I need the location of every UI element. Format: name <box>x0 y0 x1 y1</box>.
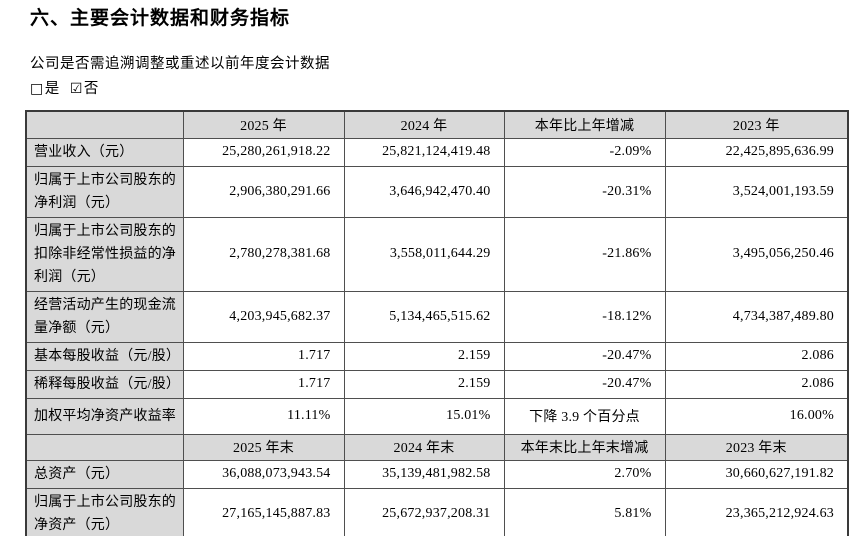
row-label: 归属于上市公司股东的净利润（元） <box>25 165 184 218</box>
value-cell: 2.159 <box>343 369 505 399</box>
value-cell: 1.717 <box>182 341 345 371</box>
table-header-row: 2025 年末 2024 年末 本年末比上年末增减 2023 年末 <box>25 433 849 461</box>
corner-cell <box>25 110 184 139</box>
table-row: 归属于上市公司股东的扣除非经常性损益的净利润（元） 2,780,278,381.6… <box>25 216 849 292</box>
value-cell: 2.159 <box>343 341 505 371</box>
checkbox-option-yes: □是 <box>30 81 60 97</box>
column-header: 本年比上年增减 <box>503 110 666 139</box>
value-cell: 3,558,011,644.29 <box>343 216 505 292</box>
value-cell: 30,660,627,191.82 <box>664 459 849 489</box>
column-header: 2025 年 <box>182 110 345 139</box>
value-cell: 15.01% <box>343 397 505 435</box>
value-cell: 3,524,001,193.59 <box>664 165 849 218</box>
column-header: 2023 年末 <box>664 433 849 461</box>
value-cell: 16.00% <box>664 397 849 435</box>
financial-table-body: 2025 年 2024 年本年比上年增减 2023 年营业收入（元） 25,280,2… <box>25 110 849 536</box>
table-row: 营业收入（元） 25,280,261,918.22 25,821,124,419.4… <box>25 137 849 167</box>
value-cell: 2.70% <box>503 459 666 489</box>
column-header: 2023 年 <box>664 110 849 139</box>
value-cell: 25,280,261,918.22 <box>182 137 345 167</box>
value-cell: 35,139,481,982.58 <box>343 459 505 489</box>
value-cell: 5,134,465,515.62 <box>343 290 505 343</box>
value-cell: 3,495,056,250.46 <box>664 216 849 292</box>
column-header: 2025 年末 <box>182 433 345 461</box>
value-cell: 23,365,212,924.63 <box>664 487 849 536</box>
table-row: 基本每股收益（元/股） 1.717 2.159 -20.47% 2.086 <box>25 341 849 371</box>
column-header: 本年末比上年末增减 <box>503 433 666 461</box>
row-label: 总资产（元） <box>25 459 184 489</box>
value-cell: -18.12% <box>503 290 666 343</box>
row-label: 稀释每股收益（元/股） <box>25 369 184 399</box>
checkbox-no-label: 否 <box>83 81 99 97</box>
checkbox-option-no: ☑否 <box>70 81 99 97</box>
value-cell: -21.86% <box>503 216 666 292</box>
column-header: 2024 年末 <box>343 433 505 461</box>
value-cell: 1.717 <box>182 369 345 399</box>
value-cell: 下降 3.9 个百分点 <box>503 397 666 435</box>
row-label: 营业收入（元） <box>25 137 184 167</box>
value-cell: 2.086 <box>664 341 849 371</box>
value-cell: 25,672,937,208.31 <box>343 487 505 536</box>
row-label: 归属于上市公司股东的扣除非经常性损益的净利润（元） <box>25 216 184 292</box>
table-row: 加权平均净资产收益率 11.11% 15.01% 下降 3.9 个百分点 16.00% <box>25 397 849 435</box>
value-cell: -20.47% <box>503 341 666 371</box>
financial-table: 2025 年 2024 年本年比上年增减 2023 年营业收入（元） 25,280,2… <box>25 110 849 536</box>
value-cell: -20.47% <box>503 369 666 399</box>
value-cell: 36,088,073,943.54 <box>182 459 345 489</box>
value-cell: 4,734,387,489.80 <box>664 290 849 343</box>
value-cell: 27,165,145,887.83 <box>182 487 345 536</box>
restatement-question: 公司是否需追溯调整或重述以前年度会计数据 <box>30 56 330 72</box>
value-cell: 2,780,278,381.68 <box>182 216 345 292</box>
table-header-row: 2025 年 2024 年本年比上年增减 2023 年 <box>25 110 849 139</box>
value-cell: 22,425,895,636.99 <box>664 137 849 167</box>
value-cell: 5.81% <box>503 487 666 536</box>
table-row: 稀释每股收益（元/股） 1.717 2.159 -20.47% 2.086 <box>25 369 849 399</box>
value-cell: 3,646,942,470.40 <box>343 165 505 218</box>
table-row: 归属于上市公司股东的净利润（元） 2,906,380,291.66 3,646,94… <box>25 165 849 218</box>
restatement-options: □是 ☑否 <box>30 81 847 98</box>
table-row: 总资产（元） 36,088,073,943.54 35,139,481,982.58… <box>25 459 849 489</box>
value-cell: 11.11% <box>182 397 345 435</box>
value-cell: 4,203,945,682.37 <box>182 290 345 343</box>
value-cell: 25,821,124,419.48 <box>343 137 505 167</box>
value-cell: -20.31% <box>503 165 666 218</box>
page-title: 六、主要会计数据和财务指标 <box>30 8 291 29</box>
column-header: 2024 年 <box>343 110 505 139</box>
value-cell: 2.086 <box>664 369 849 399</box>
row-label: 基本每股收益（元/股） <box>25 341 184 371</box>
row-label: 归属于上市公司股东的净资产（元） <box>25 487 184 536</box>
corner-cell <box>25 433 184 461</box>
table-row: 归属于上市公司股东的净资产（元） 27,165,145,887.83 25,672,… <box>25 487 849 536</box>
checkbox-yes-label: 是 <box>44 81 60 97</box>
checkbox-checked-icon: ☑ <box>69 81 83 97</box>
value-cell: 2,906,380,291.66 <box>182 165 345 218</box>
row-label: 加权平均净资产收益率 <box>25 397 184 435</box>
checkbox-unchecked-icon: □ <box>30 81 44 97</box>
row-label: 经营活动产生的现金流量净额（元） <box>25 290 184 343</box>
table-row: 经营活动产生的现金流量净额（元） 4,203,945,682.37 5,134,46… <box>25 290 849 343</box>
value-cell: -2.09% <box>503 137 666 167</box>
